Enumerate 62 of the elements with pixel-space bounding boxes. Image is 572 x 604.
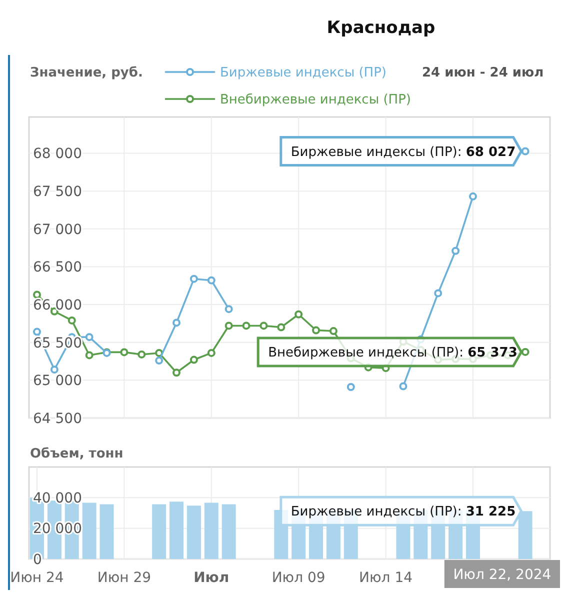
point — [50, 366, 58, 374]
point — [207, 276, 216, 284]
point — [224, 322, 233, 330]
point — [242, 322, 250, 330]
point — [32, 290, 41, 299]
x-tick-label: Июл 09 — [272, 570, 326, 586]
x-tick-label: Июл 14 — [359, 570, 413, 586]
annotation: Внебиржевые индексы (ПР): 65 373 — [268, 346, 518, 361]
point — [260, 322, 268, 330]
chart-title: Краснодар — [326, 18, 436, 38]
text: Июл 22, 2024 — [453, 566, 552, 583]
point — [294, 310, 303, 318]
point — [452, 246, 460, 255]
point — [521, 348, 530, 356]
bar — [152, 504, 166, 559]
y-tick-label: 66 000 — [33, 297, 82, 314]
point — [399, 382, 408, 390]
bar — [82, 502, 96, 559]
y-tick-label: 40 000 — [33, 490, 82, 507]
point — [190, 274, 198, 283]
y-tick-label: 0 — [33, 552, 42, 568]
point — [312, 326, 320, 334]
point — [32, 328, 41, 336]
bar — [100, 504, 114, 559]
point — [521, 147, 530, 156]
point — [224, 305, 233, 314]
point — [190, 356, 198, 364]
x-tick-label: Июн 24 — [10, 570, 64, 586]
bar — [170, 502, 184, 559]
bar — [222, 504, 236, 559]
legend-label: Биржевые индексы (ПР) — [220, 66, 386, 81]
point — [85, 351, 94, 360]
annotation: Биржевые индексы (ПР): 68 027 — [290, 144, 516, 160]
point — [172, 318, 181, 327]
annotation: Биржевые индексы (ПР): 31 225 — [290, 504, 516, 520]
point — [138, 350, 146, 358]
y-tick-label: 67 500 — [33, 184, 82, 200]
point — [207, 348, 216, 357]
point — [85, 333, 94, 342]
bar — [186, 506, 201, 559]
y-axis-title: Значение, руб. — [30, 66, 143, 81]
y-axis-title: Объем, тонн — [30, 446, 124, 462]
x-tick-label: Июн 29 — [97, 570, 152, 586]
x-tick-label: Июл — [194, 570, 230, 586]
chart-subtitle: 24 июн - 24 июл — [422, 66, 544, 81]
point — [277, 323, 286, 332]
point — [155, 356, 164, 365]
legend-label: Внебиржевые индексы (ПР) — [220, 92, 411, 108]
y-tick-label: 66 500 — [33, 260, 82, 276]
point — [172, 368, 181, 377]
y-tick-label: 65 000 — [33, 373, 82, 390]
y-tick-label: 64 500 — [33, 410, 82, 427]
y-tick-label: 67 000 — [33, 222, 82, 238]
point — [434, 289, 442, 298]
point — [329, 327, 338, 336]
y-tick-label: 68 000 — [33, 146, 82, 162]
point — [68, 316, 76, 324]
y-tick-label: 20 000 — [33, 521, 82, 538]
point — [120, 348, 128, 356]
bar — [204, 502, 218, 559]
point — [346, 382, 355, 391]
point — [468, 192, 477, 200]
